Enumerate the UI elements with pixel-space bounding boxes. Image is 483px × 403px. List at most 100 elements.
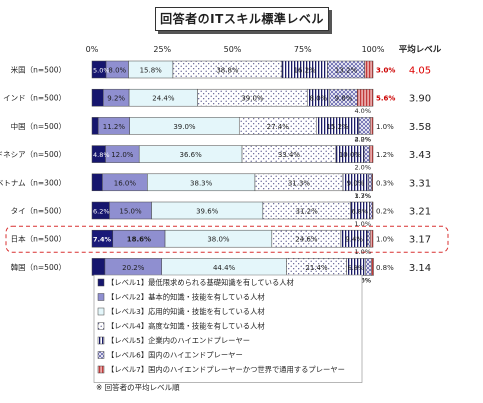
data-label: 27.4% xyxy=(267,123,290,131)
average-value: 3.58 xyxy=(409,122,431,133)
data-label: 10.0% xyxy=(339,151,362,159)
data-label: 39.0% xyxy=(173,123,196,131)
data-label: 3.7% xyxy=(354,192,371,200)
data-label: 2.0% xyxy=(354,276,371,284)
x-tick-label: 0% xyxy=(86,45,99,54)
bar-segment xyxy=(91,88,104,107)
footnote: ※ 回答者の平均レベル順 xyxy=(96,383,180,392)
average-value: 3.21 xyxy=(409,207,431,218)
chart-title: 回答者のITスキル標準レベル xyxy=(155,7,329,31)
average-header: 平均レベル xyxy=(399,44,442,55)
bar-segment xyxy=(357,88,374,107)
bar-segment xyxy=(369,229,374,248)
bar-segment xyxy=(369,117,374,135)
data-label: 38.8% xyxy=(216,67,239,75)
legend-label: 【レベル3】応用的知識・技能を有している人材 xyxy=(107,307,265,316)
data-label: 2.0% xyxy=(354,164,371,172)
data-label: 39.6% xyxy=(196,208,219,216)
data-label: 1.2% xyxy=(376,151,394,159)
data-label: 24.4% xyxy=(152,95,175,103)
data-label: 44.4% xyxy=(213,264,236,272)
data-label: 7.4% xyxy=(93,236,112,244)
legend-swatch xyxy=(97,322,105,330)
category-label: インドネシア（n=500） xyxy=(0,150,66,159)
data-label: 9.8% xyxy=(335,95,353,103)
x-tick-label: 100% xyxy=(362,45,385,54)
x-tick-label: 50% xyxy=(224,45,242,54)
average-value: 3.43 xyxy=(409,150,431,161)
bar-segment xyxy=(367,229,371,248)
data-label: 39.0% xyxy=(241,95,264,103)
average-value: 3.14 xyxy=(409,263,431,274)
legend-swatch xyxy=(97,336,105,345)
average-value: 3.90 xyxy=(409,94,431,105)
data-label: 9.0% xyxy=(347,179,365,187)
data-label: 1.3% xyxy=(354,192,371,200)
data-label: 8.0% xyxy=(310,95,328,103)
data-label: 5.6% xyxy=(376,95,395,103)
data-label: 15.2% xyxy=(326,123,349,131)
legend-swatch xyxy=(97,365,105,374)
data-label: 13.2% xyxy=(335,67,358,75)
legend-swatch xyxy=(97,293,105,301)
category-label: 韓国（n=500） xyxy=(11,262,66,272)
data-label: 31.2% xyxy=(296,208,319,216)
data-label: 8.0% xyxy=(108,67,126,75)
data-label: 5.0% xyxy=(93,67,110,75)
x-tick-label: 75% xyxy=(294,45,312,54)
bar-segment xyxy=(369,201,373,220)
data-label: 16.2% xyxy=(294,67,317,75)
bar-segment xyxy=(358,117,371,135)
legend-frame xyxy=(93,274,363,383)
data-label: 4.0% xyxy=(354,107,371,115)
bar-segment xyxy=(91,173,103,192)
data-label: 6.8% xyxy=(348,264,365,272)
category-label: 日本（n=500） xyxy=(11,234,66,244)
data-label: 15.0% xyxy=(119,208,142,216)
data-label: 0.3% xyxy=(376,179,394,187)
bar-segment xyxy=(367,173,373,192)
data-label: 38.0% xyxy=(207,236,230,244)
legend-label: 【レベル1】最低限求められる基礎知識を有している人材 xyxy=(107,278,294,287)
data-label: 12.0% xyxy=(111,151,134,159)
data-label: 6.8% xyxy=(352,208,369,216)
legend-label: 【レベル6】国内のハイエンドプレーヤー xyxy=(107,351,243,360)
bar-segment xyxy=(91,117,99,135)
data-label: 31.3% xyxy=(288,179,311,187)
data-label: 1.0% xyxy=(376,123,394,131)
category-label: 中国（n=500） xyxy=(11,121,66,131)
average-value: 4.05 xyxy=(409,66,431,77)
bar-segment xyxy=(371,258,374,276)
data-label: 36.6% xyxy=(180,151,203,159)
data-label: 4.8% xyxy=(93,151,110,159)
bar-segment xyxy=(365,258,372,276)
legend-swatch xyxy=(97,351,105,359)
legend-swatch xyxy=(97,278,105,287)
data-label: 0.2% xyxy=(376,208,394,216)
bar-segment xyxy=(372,201,374,220)
data-label: 15.8% xyxy=(140,67,163,75)
legend-label: 【レベル4】高度な知識・技能を有している人材 xyxy=(107,322,265,331)
data-label: 21.4% xyxy=(305,264,328,272)
average-value: 3.31 xyxy=(409,178,431,189)
category-label: ベトナム（n=300） xyxy=(0,178,66,187)
category-label: 米国（n=500） xyxy=(11,65,66,75)
data-label: 11.2% xyxy=(103,123,126,131)
legend-label: 【レベル5】企業内のハイエンドプレーヤー xyxy=(107,336,250,345)
bar-segment xyxy=(363,145,370,163)
data-label: 0.8% xyxy=(376,264,394,272)
data-label: 2.2% xyxy=(354,135,371,143)
bar-segment xyxy=(364,60,374,79)
x-tick-label: 25% xyxy=(153,45,171,54)
bar-segment xyxy=(91,258,106,276)
legend-label: 【レベル2】基本的知識・技能を有している人材 xyxy=(107,293,265,302)
data-label: 38.3% xyxy=(190,179,213,187)
data-label: 9.4% xyxy=(345,236,363,244)
data-label: 9.2% xyxy=(107,95,125,103)
data-label: 4.6% xyxy=(354,276,371,284)
data-label: 6.2% xyxy=(93,208,110,216)
average-value: 3.17 xyxy=(409,235,431,246)
data-label: 1.0% xyxy=(376,236,394,244)
data-label: 18.6% xyxy=(127,236,151,244)
